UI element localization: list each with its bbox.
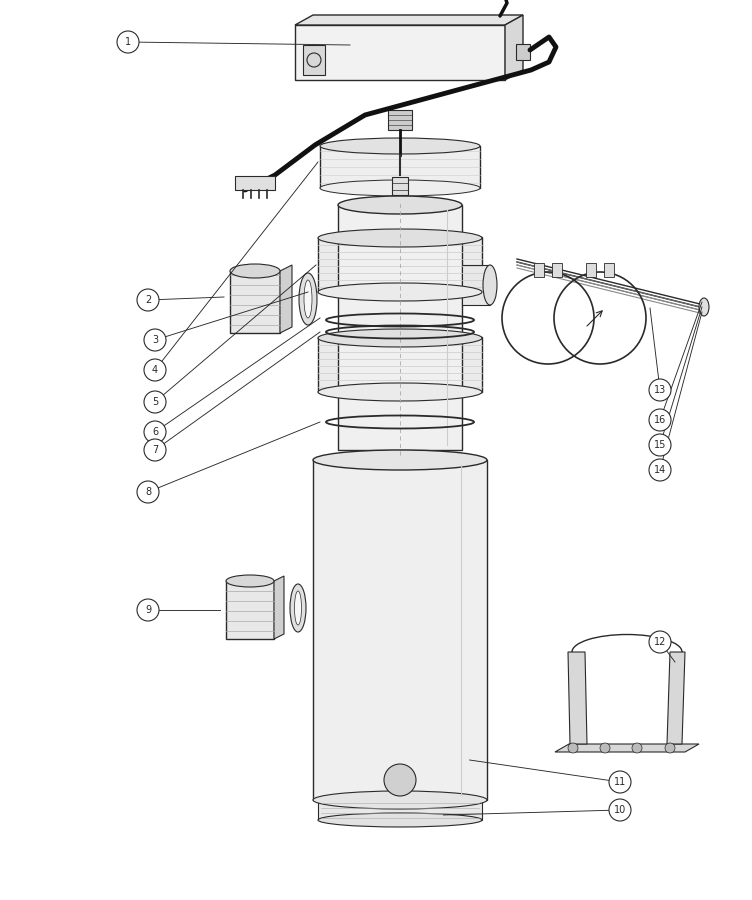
Ellipse shape <box>318 229 482 247</box>
Circle shape <box>144 421 166 443</box>
Bar <box>586 263 596 277</box>
Ellipse shape <box>318 329 482 347</box>
Bar <box>226 581 274 639</box>
Ellipse shape <box>318 383 482 401</box>
Text: 9: 9 <box>145 605 151 615</box>
Text: 3: 3 <box>152 335 158 345</box>
Bar <box>318 337 482 392</box>
Text: 14: 14 <box>654 465 666 475</box>
Circle shape <box>649 434 671 456</box>
Text: 5: 5 <box>152 397 158 407</box>
Bar <box>462 265 490 305</box>
Circle shape <box>117 31 139 53</box>
Polygon shape <box>295 15 523 25</box>
Bar <box>318 237 482 292</box>
Text: 11: 11 <box>614 777 626 787</box>
Circle shape <box>384 764 416 796</box>
Bar <box>388 110 412 130</box>
Ellipse shape <box>318 283 482 301</box>
Text: 10: 10 <box>614 805 626 815</box>
Text: 6: 6 <box>152 427 158 437</box>
Text: 2: 2 <box>145 295 151 305</box>
Polygon shape <box>568 652 587 744</box>
Circle shape <box>144 391 166 413</box>
Circle shape <box>649 631 671 653</box>
Circle shape <box>649 459 671 481</box>
Bar <box>534 263 544 277</box>
Ellipse shape <box>295 591 302 625</box>
Circle shape <box>137 289 159 311</box>
Ellipse shape <box>313 450 487 470</box>
Polygon shape <box>280 265 292 333</box>
Bar <box>516 44 530 60</box>
Ellipse shape <box>226 575 274 587</box>
Circle shape <box>600 743 610 753</box>
Polygon shape <box>235 176 275 190</box>
Polygon shape <box>303 45 325 75</box>
Ellipse shape <box>313 791 487 809</box>
Circle shape <box>649 379 671 401</box>
Polygon shape <box>295 25 505 80</box>
Ellipse shape <box>699 298 709 316</box>
Circle shape <box>665 743 675 753</box>
Ellipse shape <box>318 813 482 827</box>
Bar <box>552 263 562 277</box>
Bar <box>338 205 462 450</box>
Bar <box>230 271 280 333</box>
Circle shape <box>144 329 166 351</box>
Ellipse shape <box>320 180 480 196</box>
Text: 12: 12 <box>653 637 666 647</box>
Ellipse shape <box>483 265 497 305</box>
Bar <box>320 146 480 188</box>
Ellipse shape <box>320 138 480 154</box>
Ellipse shape <box>230 264 280 278</box>
Circle shape <box>649 409 671 431</box>
Text: 7: 7 <box>152 445 158 455</box>
Circle shape <box>609 799 631 821</box>
Ellipse shape <box>290 584 306 632</box>
Circle shape <box>137 481 159 503</box>
Circle shape <box>609 771 631 793</box>
Ellipse shape <box>338 196 462 214</box>
Text: 8: 8 <box>145 487 151 497</box>
Bar <box>313 460 487 800</box>
Polygon shape <box>667 652 685 744</box>
Bar <box>318 798 482 820</box>
Circle shape <box>568 743 578 753</box>
Text: 4: 4 <box>152 365 158 375</box>
Circle shape <box>144 439 166 461</box>
Text: 16: 16 <box>654 415 666 425</box>
Text: 1: 1 <box>125 37 131 47</box>
Circle shape <box>632 743 642 753</box>
Polygon shape <box>505 15 523 80</box>
Ellipse shape <box>299 273 317 325</box>
Text: 15: 15 <box>653 440 666 450</box>
Bar <box>392 177 408 195</box>
Bar <box>604 263 614 277</box>
Polygon shape <box>555 744 699 752</box>
Circle shape <box>144 359 166 381</box>
Circle shape <box>137 599 159 621</box>
Ellipse shape <box>304 280 312 318</box>
Polygon shape <box>274 576 284 639</box>
Text: 13: 13 <box>654 385 666 395</box>
